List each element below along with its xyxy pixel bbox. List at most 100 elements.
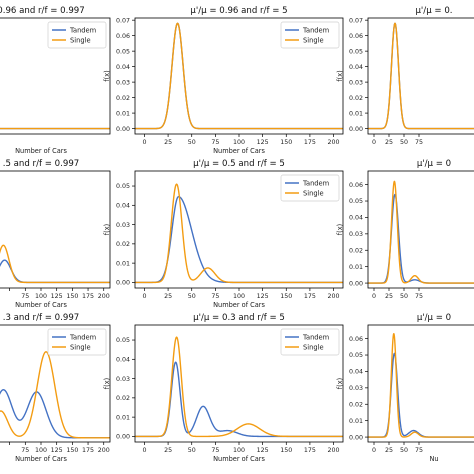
x-tick-label: 0 bbox=[142, 293, 146, 300]
y-tick-label: 0.03 bbox=[116, 376, 130, 383]
y-tick-label: 0.00 bbox=[349, 126, 363, 133]
y-axis-label: f(x) bbox=[336, 224, 344, 235]
y-axis-label: f(x) bbox=[103, 70, 111, 81]
x-tick-label: 50 bbox=[400, 293, 408, 300]
subplot-2: μ'/μ = 0.96 and r/f = 5 0 25 50 75 100 125 150 1… bbox=[103, 6, 344, 155]
x-axis-label: Number of Cars bbox=[213, 455, 265, 463]
legend-label-tandem: Tandem bbox=[69, 26, 96, 34]
y-tick-label: 0.05 bbox=[116, 48, 130, 55]
axes-frame bbox=[0, 17, 111, 135]
x-tick-label: 50 bbox=[188, 447, 196, 454]
y-tick-label: 0.02 bbox=[116, 95, 130, 102]
y-tick-label: 0.05 bbox=[349, 352, 363, 359]
y-tick-label: 0.01 bbox=[349, 264, 363, 271]
x-axis-label: Number of Cars bbox=[213, 147, 265, 155]
y-tick-label: 0.06 bbox=[349, 182, 363, 189]
subplot-4: .5 and r/f = 0.997 75 100 125 150 175 200 Numbe… bbox=[0, 159, 111, 309]
single-curve bbox=[135, 22, 343, 130]
x-tick-label: 50 bbox=[400, 139, 408, 146]
legend: Tandem Single bbox=[280, 174, 340, 202]
x-tick-label: 150 bbox=[280, 293, 292, 300]
y-axis-label: f(x) bbox=[336, 378, 344, 389]
subplot-title: 0.96 and r/f = 0.997 bbox=[0, 6, 85, 16]
y-tick-label: 0.04 bbox=[116, 203, 130, 210]
single-curve bbox=[135, 336, 343, 438]
single-curve bbox=[368, 333, 474, 438]
legend-label-tandem: Tandem bbox=[302, 26, 329, 34]
y-tick-label: 0.06 bbox=[349, 33, 363, 40]
x-tick-label: 0 bbox=[372, 447, 376, 454]
x-tick-label: 100 bbox=[35, 293, 47, 300]
x-axis-label: Number of Cars bbox=[15, 301, 67, 309]
legend-label-single: Single bbox=[303, 343, 324, 351]
x-tick-label: 175 bbox=[82, 447, 94, 454]
y-tick-label: 0.01 bbox=[116, 414, 130, 421]
single-curve bbox=[0, 351, 110, 439]
subplot-9: μ'/μ = 0 0 25 50 75 0.00 0.01 0.02 0.03 0.04 0.05 0… bbox=[336, 313, 474, 463]
legend-label-single: Single bbox=[70, 343, 91, 351]
legend-label-tandem: Tandem bbox=[302, 179, 329, 187]
y-tick-label: 0.01 bbox=[349, 110, 363, 117]
x-axis-label: Number of Cars bbox=[15, 147, 67, 155]
x-tick-label: 25 bbox=[385, 447, 393, 454]
axes-frame bbox=[0, 170, 111, 289]
y-tick-label: 0.01 bbox=[116, 110, 130, 117]
x-tick-label: 25 bbox=[385, 139, 393, 146]
single-curve bbox=[368, 22, 474, 130]
subplot-title: μ'/μ = 0 bbox=[417, 313, 451, 323]
y-tick-label: 0.07 bbox=[116, 17, 130, 24]
y-tick-label: 0.05 bbox=[349, 48, 363, 55]
subplot-title: .3 and r/f = 0.997 bbox=[3, 313, 80, 323]
x-tick-label: 150 bbox=[66, 293, 78, 300]
x-tick-label: 125 bbox=[51, 447, 63, 454]
x-tick-label: 150 bbox=[280, 139, 292, 146]
tandem-curve bbox=[368, 352, 474, 438]
x-tick-label: 25 bbox=[164, 293, 172, 300]
tandem-curve bbox=[368, 193, 474, 284]
y-tick-label: 0.06 bbox=[349, 336, 363, 343]
y-tick-label: 0.03 bbox=[116, 79, 130, 86]
tandem-curve bbox=[0, 389, 110, 439]
legend-label-tandem: Tandem bbox=[302, 333, 329, 341]
subplot-5: μ'/μ = 0.5 and r/f = 5 0 25 50 75 100 125 150 17… bbox=[103, 159, 344, 309]
x-tick-label: 175 bbox=[82, 293, 94, 300]
y-tick-label: 0.00 bbox=[116, 126, 130, 133]
subplot-8: μ'/μ = 0.3 and r/f = 5 0 25 50 75 100 125 150 17… bbox=[103, 313, 344, 463]
legend-label-single: Single bbox=[303, 36, 324, 44]
legend: Tandem Single bbox=[280, 21, 340, 49]
legend-label-tandem: Tandem bbox=[69, 333, 96, 341]
x-tick-label: 0 bbox=[372, 293, 376, 300]
x-tick-label: 25 bbox=[164, 447, 172, 454]
x-tick-label: 100 bbox=[233, 293, 245, 300]
y-axis-label: f(x) bbox=[336, 70, 344, 81]
x-tick-label: 75 bbox=[21, 293, 29, 300]
subplot-title: .5 and r/f = 0.997 bbox=[3, 159, 80, 169]
y-tick-label: 0.05 bbox=[116, 337, 130, 344]
x-tick-label: 200 bbox=[328, 447, 340, 454]
subplot-title: μ'/μ = 0.3 and r/f = 5 bbox=[193, 313, 285, 323]
subplot-title: μ'/μ = 0.96 and r/f = 5 bbox=[190, 6, 287, 16]
x-tick-label: 25 bbox=[385, 293, 393, 300]
y-tick-label: 0.03 bbox=[349, 231, 363, 238]
y-tick-label: 0.03 bbox=[116, 222, 130, 229]
y-tick-label: 0.04 bbox=[116, 64, 130, 71]
axes-frame bbox=[367, 324, 474, 443]
legend-label-single: Single bbox=[303, 189, 324, 197]
y-tick-label: 0.05 bbox=[116, 183, 130, 190]
x-tick-label: 150 bbox=[66, 447, 78, 454]
subplot-title: μ'/μ = 0. bbox=[415, 6, 452, 16]
y-tick-label: 0.01 bbox=[116, 260, 130, 267]
y-tick-label: 0.01 bbox=[349, 418, 363, 425]
x-tick-label: 75 bbox=[415, 139, 423, 146]
y-tick-label: 0.03 bbox=[349, 79, 363, 86]
y-tick-label: 0.06 bbox=[116, 33, 130, 40]
y-tick-label: 0.05 bbox=[349, 198, 363, 205]
x-tick-label: 200 bbox=[328, 293, 340, 300]
y-tick-label: 0.04 bbox=[116, 357, 130, 364]
x-axis-label: Nu bbox=[429, 455, 438, 463]
x-tick-label: 100 bbox=[35, 447, 47, 454]
x-tick-label: 100 bbox=[233, 447, 245, 454]
x-tick-label: 75 bbox=[21, 447, 29, 454]
x-tick-label: 50 bbox=[188, 139, 196, 146]
